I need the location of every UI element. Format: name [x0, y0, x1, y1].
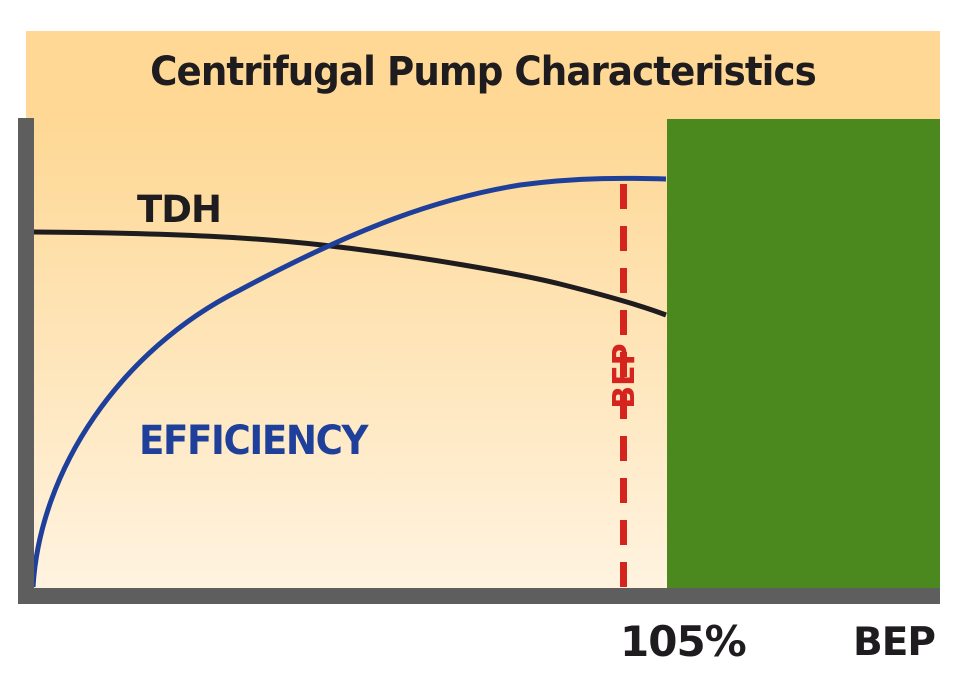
- efficiency-curve: [30, 175, 667, 588]
- tdh-curve: [33, 229, 667, 318]
- green-region: [667, 119, 940, 589]
- x-tick-105-percent: 105%: [620, 617, 747, 666]
- chart-title: Centrifugal Pump Characteristics: [150, 49, 817, 95]
- y-axis: [18, 118, 34, 604]
- efficiency-label: EFFICIENCY: [139, 418, 368, 464]
- x-axis-bep-label: BEP: [853, 620, 936, 665]
- bep-vertical-label: BEP: [607, 343, 642, 409]
- tdh-label: TDH: [137, 188, 222, 231]
- title-band: [26, 31, 940, 119]
- x-axis: [18, 588, 940, 604]
